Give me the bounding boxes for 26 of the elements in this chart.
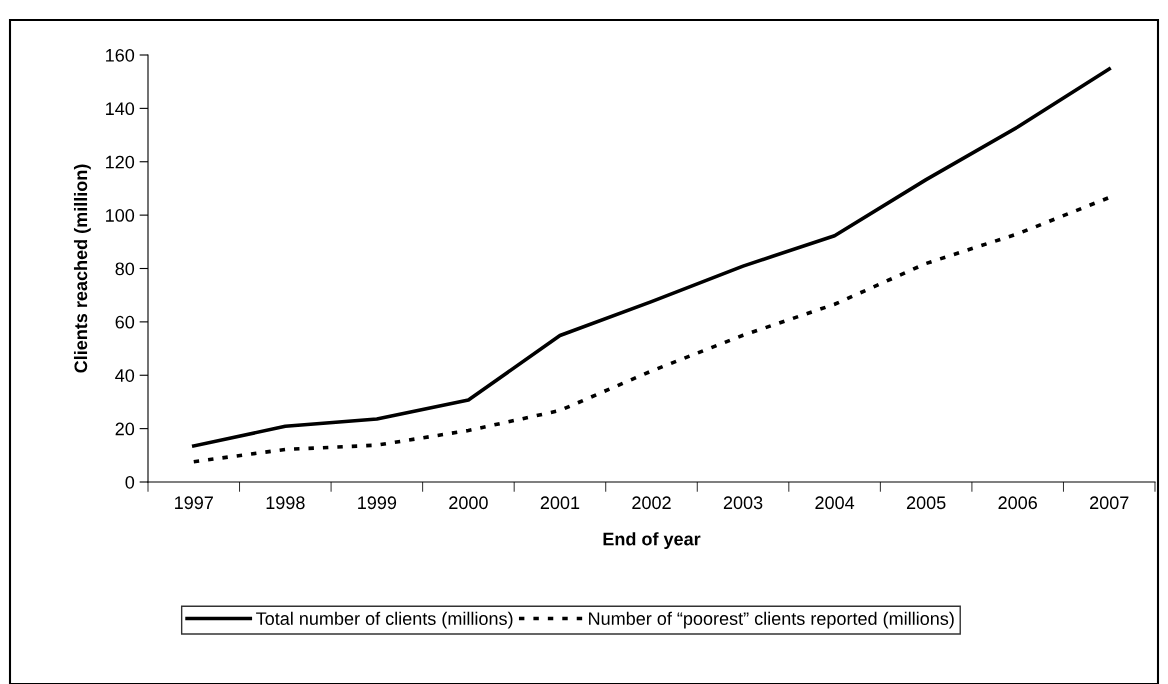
x-tick-label: 2000 [449,496,488,510]
y-tick-label: 60 [115,315,135,329]
y-tick-label: 20 [115,422,135,436]
legend-label: Number of “poorest” clients reported (millions) [589,611,954,629]
y-tick-label: 40 [115,369,135,382]
x-tick-label: 1997 [175,496,213,510]
x-tick-label: 2004 [815,496,855,510]
x-tick-label: 2005 [906,496,946,510]
x-tick-label: 2001 [540,496,580,510]
x-tick-label: 1999 [358,496,397,510]
line-series [191,195,1112,464]
y-tick-label: 120 [106,155,135,169]
x-tick-label: 2006 [998,496,1037,510]
y-tick-label: 140 [106,102,135,116]
y-tick-label: 0 [125,475,135,489]
y-tick-label: 100 [106,209,135,222]
y-tick-label: 80 [115,262,135,276]
line-series [191,67,1112,448]
x-tick-label: 2002 [632,496,671,510]
x-axis-title: End of year [603,532,701,549]
y-axis-title: Clients reached (million) [73,164,91,373]
x-tick-label: 1998 [266,496,305,510]
x-tick-label: 2003 [723,496,763,510]
y-tick-label: 160 [106,48,135,62]
legend-label: Total number of clients (millions) [256,611,513,629]
x-tick-label: 2007 [1090,496,1129,510]
